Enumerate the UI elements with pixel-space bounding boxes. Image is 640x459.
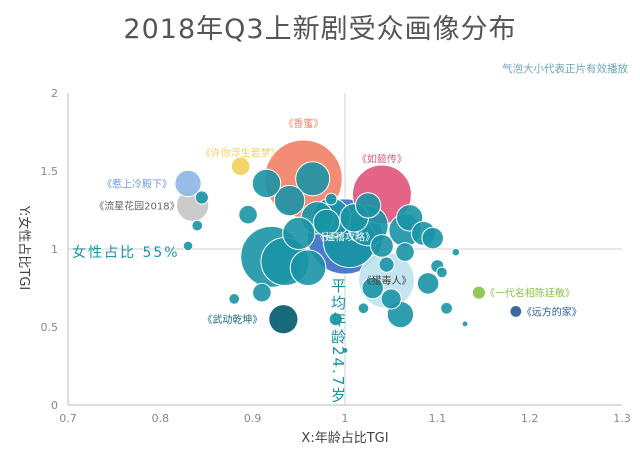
- bubble: [191, 219, 204, 232]
- labeled-bubble: [174, 169, 202, 198]
- bubble-label: 《武动乾坤》: [202, 313, 262, 326]
- bubble-label: 《如懿传》: [357, 152, 407, 165]
- bubble: [436, 266, 448, 279]
- bubble: [228, 293, 241, 305]
- bubble: [378, 256, 395, 273]
- average-age-label: 平均年龄24.7岁: [329, 278, 347, 404]
- bubble: [312, 208, 341, 237]
- x-tick-label: 1.1: [429, 412, 447, 425]
- bubble: [395, 242, 415, 262]
- y-tick-label: 2: [51, 87, 58, 100]
- bubble-label: 《流星花园2018》: [94, 199, 179, 212]
- bubble-size-note: 气泡大小代表正片有效播放: [502, 62, 628, 75]
- bubble: [324, 192, 338, 206]
- bubble-label: 《惹上冷殿下》: [102, 177, 172, 190]
- labeled-bubble-inner: [269, 305, 298, 334]
- bubble: [341, 346, 349, 354]
- bubble: [252, 282, 272, 303]
- bubble: [451, 247, 461, 257]
- x-tick-label: 0.9: [244, 412, 262, 425]
- bubble: [273, 184, 306, 217]
- x-tick-label: 1.2: [521, 412, 539, 425]
- bubble: [357, 302, 370, 315]
- bubble-label: 《远方的家》: [522, 305, 582, 318]
- bubble-label: 《猎毒人》: [362, 274, 412, 287]
- bubble: [251, 168, 282, 199]
- bubbles: [174, 139, 523, 354]
- bubble: [354, 192, 382, 219]
- bubble: [289, 249, 327, 287]
- x-tick-label: 1.3: [613, 412, 631, 425]
- y-tick-label: 0: [51, 399, 58, 412]
- labeled-bubble: [471, 285, 486, 300]
- bubble: [440, 301, 453, 315]
- female-share-label: 女性占比 55%: [72, 244, 180, 261]
- labeled-bubble: [230, 156, 251, 177]
- bubble-labels: 《香蜜》《如懿传》《延禧攻略》 《许你浮生若梦》《惹上冷殿下》《流星花园2018》…: [94, 117, 582, 326]
- y-tick-labels: 0 0.5 1 1.5 2: [41, 87, 59, 412]
- x-tick-label: 0.7: [59, 412, 77, 425]
- bubble-label: 《香蜜》: [283, 117, 323, 130]
- y-tick-label: 1: [51, 243, 58, 256]
- bubble: [361, 276, 384, 300]
- bubble: [416, 272, 440, 295]
- x-tick-label: 0.8: [152, 412, 170, 425]
- y-tick-label: 1.5: [41, 165, 59, 178]
- bubble: [328, 312, 343, 327]
- x-tick-labels: 0.7 0.8 0.9 1 1.1 1.2 1.3: [59, 412, 631, 425]
- x-axis-label: X:年龄占比TGI: [301, 431, 388, 446]
- bubble-label: 《许你浮生若梦》: [201, 146, 281, 159]
- y-tick-label: 0.5: [41, 321, 59, 334]
- bubble: [461, 320, 469, 328]
- bubble-label: 《一代名相陈廷敬》: [485, 287, 575, 300]
- labeled-bubble: [509, 305, 523, 318]
- bubble: [421, 226, 444, 250]
- bubble: [295, 161, 331, 197]
- bubble: [194, 190, 209, 205]
- y-axis-label: Y:女性占比TGI: [16, 205, 32, 290]
- bubble: [182, 240, 194, 252]
- chart-title: 2018年Q3上新剧受众画像分布: [123, 14, 516, 45]
- bubble: [370, 233, 394, 258]
- bubble: [282, 216, 316, 251]
- bubble-label: 《延禧攻略》: [315, 231, 375, 244]
- bubble: [238, 204, 258, 225]
- x-tick-label: 1: [342, 412, 349, 425]
- bubble: [380, 288, 402, 310]
